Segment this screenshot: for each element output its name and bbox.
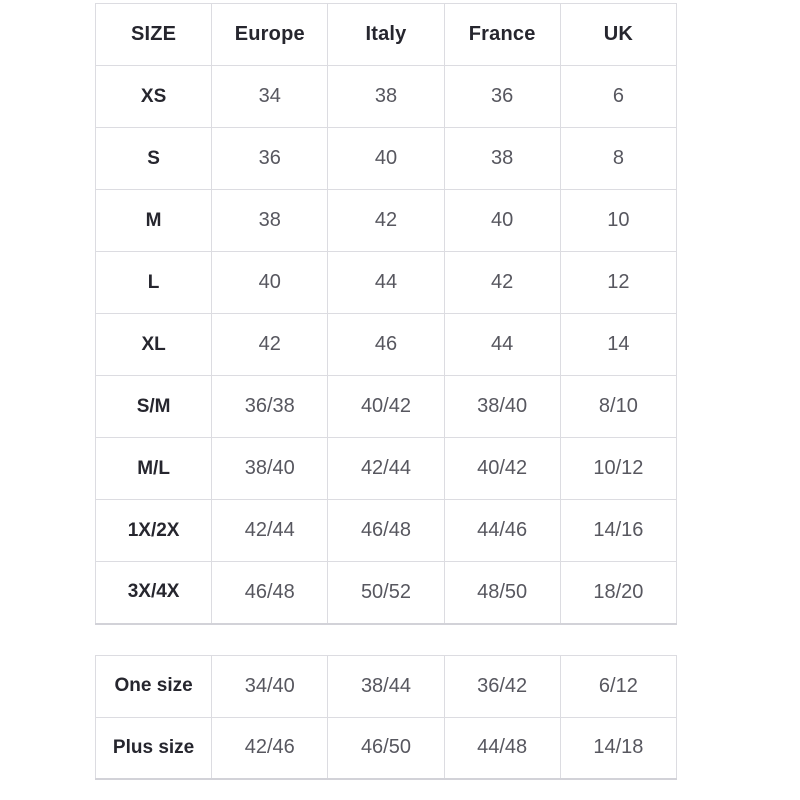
size-value-uk: 14/18 — [559, 716, 678, 780]
size-value-uk: 6 — [559, 65, 678, 128]
size-value-uk: 14/16 — [559, 499, 678, 562]
row-label: 1X/2X — [94, 499, 213, 562]
size-value-italy: 42 — [327, 189, 445, 252]
size-value-france: 48/50 — [443, 561, 561, 624]
size-value-italy: 42/44 — [327, 437, 445, 500]
size-value-italy: 38/44 — [327, 654, 445, 718]
size-value-uk: 8 — [559, 127, 678, 190]
size-value-france: 44 — [443, 313, 561, 376]
size-value-europe: 36/38 — [211, 375, 329, 438]
table-header-row: SIZE Europe Italy France UK — [94, 3, 678, 66]
column-header-italy: Italy — [327, 3, 445, 66]
size-value-france: 38 — [443, 127, 561, 190]
size-value-europe: 42 — [211, 313, 329, 376]
size-conversion-table: SIZE Europe Italy France UK XS 34 38 36 … — [94, 3, 678, 625]
table-row-ml: M/L 38/40 42/44 40/42 10/12 — [94, 437, 678, 500]
size-value-italy: 38 — [327, 65, 445, 128]
size-value-europe: 46/48 — [211, 561, 329, 624]
size-value-europe: 38 — [211, 189, 329, 252]
size-value-italy: 40/42 — [327, 375, 445, 438]
size-value-france: 40/42 — [443, 437, 561, 500]
column-header-uk: UK — [559, 3, 678, 66]
size-value-europe: 38/40 — [211, 437, 329, 500]
row-label: 3X/4X — [94, 561, 213, 624]
column-header-europe: Europe — [211, 3, 329, 66]
column-header-size: SIZE — [94, 3, 213, 66]
size-value-italy: 46/50 — [327, 716, 445, 780]
row-label: XL — [94, 313, 213, 376]
size-value-france: 44/48 — [443, 716, 561, 780]
size-value-uk: 8/10 — [559, 375, 678, 438]
size-value-europe: 40 — [211, 251, 329, 314]
size-value-italy: 46 — [327, 313, 445, 376]
size-value-uk: 6/12 — [559, 654, 678, 718]
table-row-xs: XS 34 38 36 6 — [94, 65, 678, 128]
size-value-france: 36 — [443, 65, 561, 128]
size-value-france: 44/46 — [443, 499, 561, 562]
table-row-m: M 38 42 40 10 — [94, 189, 678, 252]
row-label: XS — [94, 65, 213, 128]
size-value-europe: 42/46 — [211, 716, 329, 780]
size-value-france: 42 — [443, 251, 561, 314]
table-row-plus-size: Plus size 42/46 46/50 44/48 14/18 — [94, 716, 678, 780]
size-value-europe: 42/44 — [211, 499, 329, 562]
size-value-france: 36/42 — [443, 654, 561, 718]
size-value-italy: 46/48 — [327, 499, 445, 562]
row-label: Plus size — [94, 716, 213, 780]
table-row-sm: S/M 36/38 40/42 38/40 8/10 — [94, 375, 678, 438]
size-value-uk: 18/20 — [559, 561, 678, 624]
row-label: L — [94, 251, 213, 314]
size-value-uk: 10/12 — [559, 437, 678, 500]
row-label: S — [94, 127, 213, 190]
size-value-europe: 34/40 — [211, 654, 329, 718]
column-header-france: France — [443, 3, 561, 66]
size-value-uk: 14 — [559, 313, 678, 376]
table-row-xl: XL 42 46 44 14 — [94, 313, 678, 376]
table-spacer — [95, 625, 800, 655]
row-label: M — [94, 189, 213, 252]
row-label: M/L — [94, 437, 213, 500]
special-size-table: One size 34/40 38/44 36/42 6/12 Plus siz… — [94, 654, 678, 780]
size-value-italy: 40 — [327, 127, 445, 190]
table-row-one-size: One size 34/40 38/44 36/42 6/12 — [94, 654, 678, 718]
row-label: One size — [94, 654, 213, 718]
size-value-europe: 34 — [211, 65, 329, 128]
size-value-italy: 50/52 — [327, 561, 445, 624]
size-value-italy: 44 — [327, 251, 445, 314]
table-row-l: L 40 44 42 12 — [94, 251, 678, 314]
table-row-3x4x: 3X/4X 46/48 50/52 48/50 18/20 — [94, 561, 678, 624]
table-row-s: S 36 40 38 8 — [94, 127, 678, 190]
size-value-uk: 12 — [559, 251, 678, 314]
size-value-france: 40 — [443, 189, 561, 252]
table-row-1x2x: 1X/2X 42/44 46/48 44/46 14/16 — [94, 499, 678, 562]
size-value-france: 38/40 — [443, 375, 561, 438]
size-value-europe: 36 — [211, 127, 329, 190]
row-label: S/M — [94, 375, 213, 438]
size-value-uk: 10 — [559, 189, 678, 252]
